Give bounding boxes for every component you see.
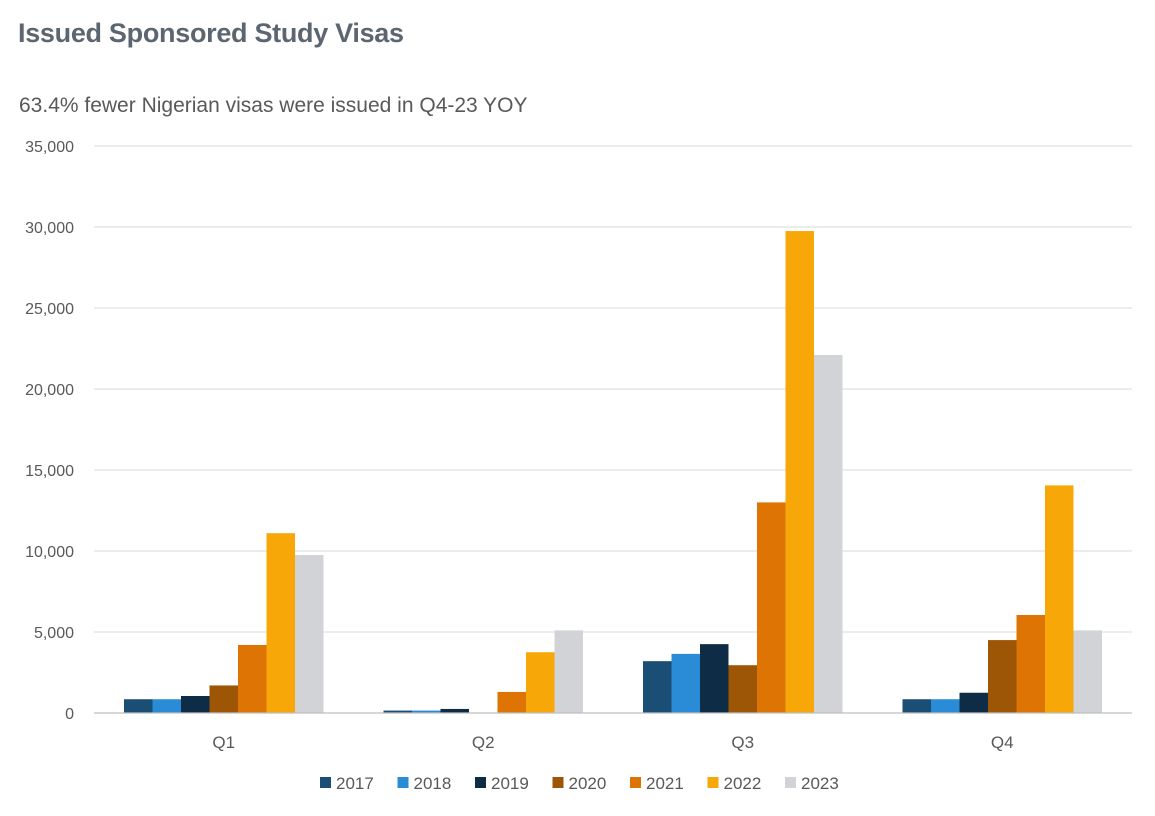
bar-q3-2023 [814,354,843,713]
legend-swatch-2017 [320,777,331,788]
y-tick-label: 5,000 [34,625,74,642]
legend-label-2017: 2017 [336,774,374,793]
bar-q2-2018 [412,710,441,713]
bar-q4-2019 [959,692,988,713]
legend-swatch-2022 [707,777,719,788]
bar-q3-2020 [728,665,757,713]
chart-title: Issued Sponsored Study Visas [18,18,404,48]
bar-q2-2017 [383,710,412,713]
bar-q1-2020 [209,685,238,713]
legend-label-2022: 2022 [724,774,762,793]
x-tick-label: Q2 [472,733,495,752]
y-tick-label: 20,000 [25,382,74,399]
chart-subtitle: 63.4% fewer Nigerian visas were issued i… [19,94,528,117]
bar-q2-2022 [526,652,555,713]
bar-q2-2019 [440,708,469,713]
legend-swatch-2023 [785,777,796,788]
x-tick-label: Q3 [731,733,754,752]
x-axis: Q1 Q2 Q3 Q4 [94,712,1132,752]
legend-label-2021: 2021 [646,774,684,793]
legend-label-2019: 2019 [491,774,529,793]
bar-q3-2019 [700,644,729,713]
y-tick-label: 30,000 [25,220,74,237]
x-tick-label: Q1 [212,733,235,752]
bar-q3-2022 [785,231,814,714]
bar-q2-2023 [554,630,583,713]
bar-q1-2022 [266,533,295,713]
legend-swatch-2018 [397,777,409,788]
bar-q3-2018 [671,653,700,713]
gridlines [94,145,1132,633]
legend-swatch-2020 [552,777,564,788]
legend-label-2018: 2018 [414,774,452,793]
bar-q4-2017 [902,699,931,713]
y-tick-label: 10,000 [25,544,74,561]
bar-q4-2020 [988,640,1017,713]
bar-q4-2022 [1045,485,1074,713]
bar-q1-2019 [181,695,210,713]
y-tick-label: 25,000 [25,301,74,318]
bar-q1-2017 [124,699,153,713]
bar-q3-2021 [757,502,786,713]
bar-q1-2021 [238,644,267,713]
bar-q1-2018 [152,699,181,713]
bar-q4-2023 [1073,630,1102,713]
y-tick-label: 0 [65,706,74,723]
bar-q1-2023 [295,555,324,713]
legend-swatch-2021 [630,777,641,788]
legend-label-2023: 2023 [801,774,839,793]
bar-q3-2017 [643,661,672,713]
bar-q4-2018 [931,699,960,713]
y-tick-label: 35,000 [25,139,74,156]
legend-swatch-2019 [475,777,486,788]
y-tick-label: 15,000 [25,463,74,480]
bar-q4-2021 [1016,614,1045,713]
y-axis-ticks: 0 5,000 10,000 15,000 20,000 25,000 30,000 35,0… [25,139,74,723]
bars [124,231,1102,714]
bar-q2-2021 [497,691,526,713]
legend-label-2020: 2020 [569,774,607,793]
x-tick-label: Q4 [991,733,1014,752]
legend: 2017 2018 2019 2020 2021 2022 2023 [320,774,839,793]
